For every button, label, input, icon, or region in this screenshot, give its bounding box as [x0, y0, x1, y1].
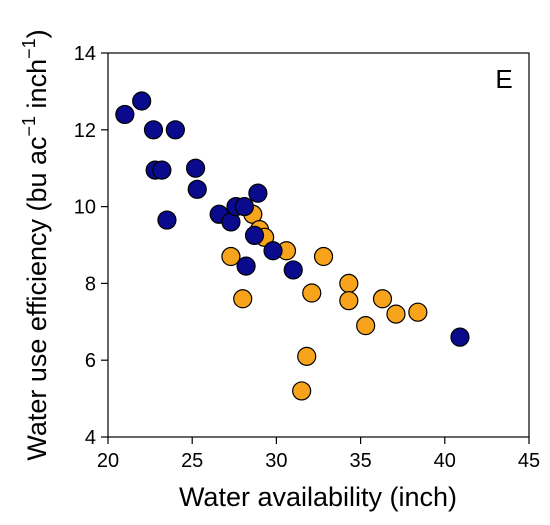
navy-data-point: [283, 260, 303, 280]
orange-data-point: [372, 289, 393, 309]
y-tick-label: 12: [74, 120, 96, 142]
navy-data-point: [165, 120, 185, 140]
y-tick-label: 6: [85, 350, 96, 372]
y-tick-label: 10: [74, 197, 96, 219]
orange-data-point: [302, 283, 322, 303]
x-tick-label: 35: [349, 450, 371, 472]
navy-data-point: [234, 197, 255, 217]
navy-data-point: [244, 225, 265, 245]
orange-data-point: [339, 291, 359, 311]
navy-data-point: [450, 327, 470, 347]
navy-data-point: [248, 183, 268, 203]
y-axis-title: Water use efficiency (bu ac−1 inch−1): [19, 29, 52, 460]
orange-data-point: [313, 246, 334, 267]
plot-frame: [107, 52, 530, 438]
y-tick-label: 4: [85, 427, 96, 449]
orange-data-point: [297, 346, 317, 366]
navy-data-point: [152, 160, 172, 180]
orange-data-point: [339, 273, 359, 293]
x-axis: 20 25 30 35 40 45: [97, 437, 540, 472]
orange-data-point: [386, 304, 406, 324]
y-tick-label: 8: [85, 273, 96, 295]
navy-data-point: [157, 210, 177, 230]
y-tick-label: 14: [74, 43, 96, 65]
y-axis: 4 6 8 10 12 14: [74, 43, 108, 449]
x-tick-label: 45: [518, 450, 540, 472]
navy-data-point: [185, 158, 206, 178]
orange-data-point: [233, 289, 253, 309]
x-tick-label: 30: [265, 450, 287, 472]
orange-data-point: [292, 381, 312, 401]
x-tick-label: 25: [181, 450, 203, 472]
x-axis-title: Water availability (inch): [179, 482, 457, 512]
navy-data-point: [236, 256, 256, 276]
navy-data-point: [187, 179, 207, 199]
navy-data-point: [143, 120, 164, 140]
navy-data-point: [115, 104, 135, 125]
navy-data-point: [132, 91, 152, 111]
orange-data-point: [221, 246, 241, 267]
navy-data-point: [263, 241, 283, 261]
x-tick-label: 40: [434, 450, 456, 472]
orange-data-point: [356, 316, 376, 336]
panel-label: E: [495, 64, 512, 94]
orange-data-point: [408, 302, 428, 322]
data-points: [115, 91, 470, 401]
x-tick-label: 20: [97, 450, 119, 472]
